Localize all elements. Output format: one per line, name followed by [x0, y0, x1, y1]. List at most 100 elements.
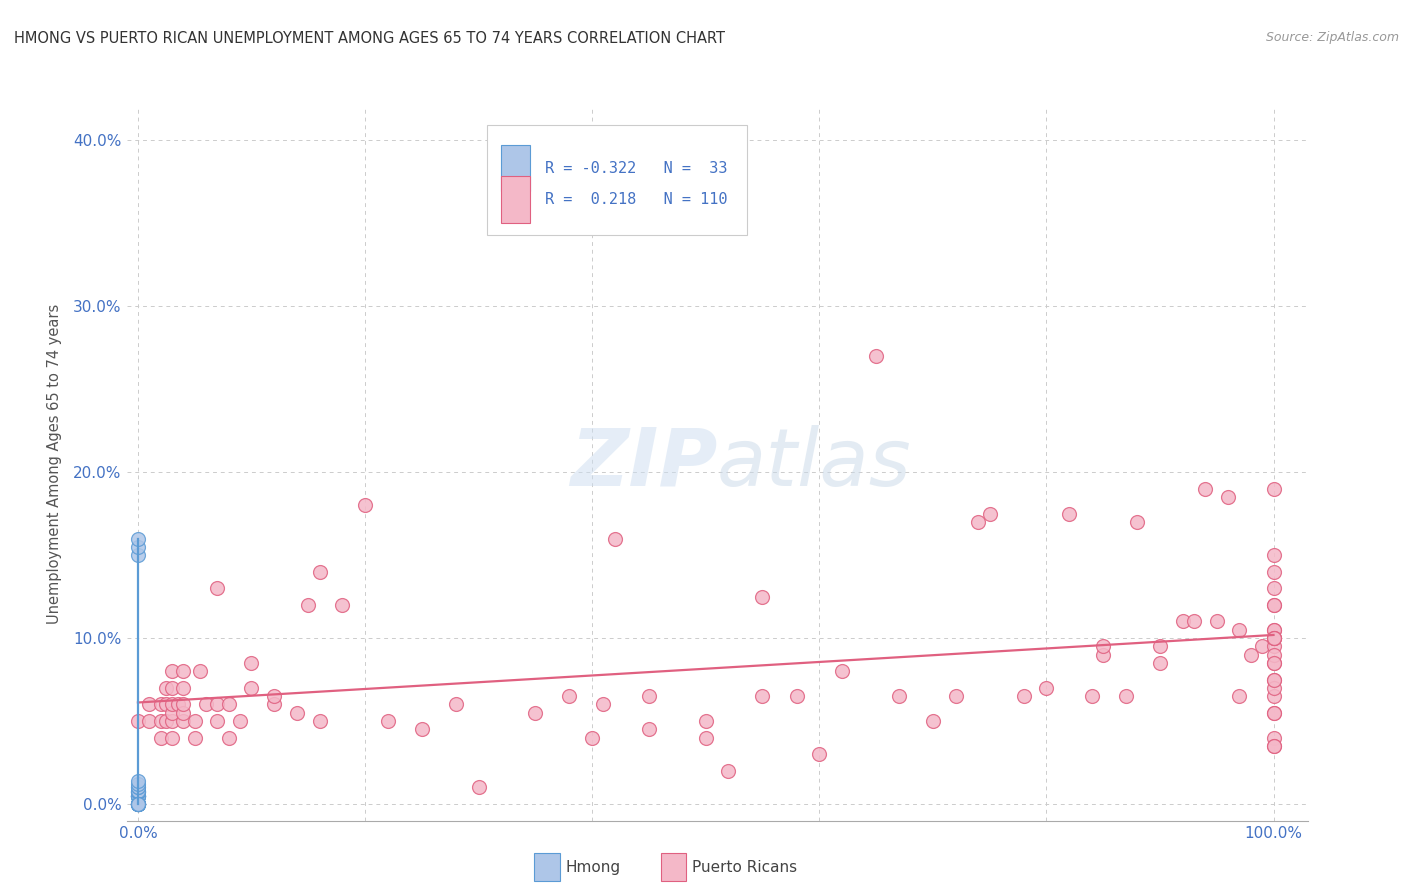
Point	[127, 797, 149, 811]
Point	[1194, 482, 1216, 496]
Point	[592, 698, 614, 712]
Point	[127, 797, 149, 811]
Point	[308, 714, 330, 728]
Point	[1081, 689, 1104, 703]
Point	[524, 706, 547, 720]
Point	[1263, 548, 1285, 562]
Point	[127, 789, 149, 803]
Point	[467, 780, 489, 795]
Point	[581, 731, 603, 745]
Point	[207, 698, 229, 712]
Point	[1182, 615, 1205, 629]
FancyBboxPatch shape	[486, 125, 747, 235]
Text: R =  0.218   N = 110: R = 0.218 N = 110	[544, 192, 727, 207]
Point	[218, 731, 240, 745]
Point	[160, 731, 183, 745]
Point	[865, 349, 887, 363]
Point	[921, 714, 943, 728]
Point	[638, 723, 661, 737]
Point	[1263, 640, 1285, 654]
Point	[160, 714, 183, 728]
Point	[1263, 565, 1285, 579]
Point	[138, 714, 160, 728]
Point	[717, 764, 740, 778]
Point	[155, 681, 177, 695]
Point	[377, 714, 399, 728]
Point	[411, 723, 433, 737]
Point	[1205, 615, 1227, 629]
Point	[127, 797, 149, 811]
Point	[127, 780, 149, 795]
Point	[263, 689, 285, 703]
Point	[127, 797, 149, 811]
Point	[172, 665, 194, 679]
Point	[155, 714, 177, 728]
Point	[127, 797, 149, 811]
Bar	[501, 177, 530, 223]
Point	[127, 797, 149, 811]
Point	[127, 784, 149, 798]
Point	[127, 797, 149, 811]
Point	[127, 532, 149, 546]
Point	[308, 565, 330, 579]
Point	[172, 714, 194, 728]
Point	[1263, 598, 1285, 612]
Point	[127, 785, 149, 799]
Point	[285, 706, 308, 720]
Point	[444, 698, 467, 712]
Point	[127, 548, 149, 562]
Text: Hmong: Hmong	[565, 860, 620, 874]
Point	[127, 797, 149, 811]
Point	[127, 789, 149, 803]
Point	[1263, 739, 1285, 753]
Point	[149, 714, 172, 728]
Point	[751, 590, 773, 604]
Point	[127, 797, 149, 811]
Point	[1126, 515, 1149, 529]
Point	[1012, 689, 1035, 703]
Point	[166, 698, 188, 712]
Point	[240, 656, 263, 670]
Point	[1263, 598, 1285, 612]
Point	[263, 698, 285, 712]
Point	[127, 789, 149, 803]
Point	[127, 789, 149, 803]
Point	[127, 797, 149, 811]
Bar	[501, 145, 530, 191]
Point	[1216, 490, 1239, 504]
Point	[127, 785, 149, 799]
Point	[979, 507, 1001, 521]
Point	[808, 747, 831, 762]
Point	[1092, 648, 1115, 662]
Point	[1263, 482, 1285, 496]
Point	[127, 777, 149, 791]
Point	[160, 706, 183, 720]
Point	[1263, 631, 1285, 645]
Point	[127, 789, 149, 803]
Point	[1263, 689, 1285, 703]
Point	[127, 789, 149, 803]
Point	[638, 689, 661, 703]
Point	[172, 706, 194, 720]
Point	[558, 689, 581, 703]
Point	[183, 714, 205, 728]
Point	[172, 681, 194, 695]
Point	[1171, 615, 1194, 629]
Point	[1263, 706, 1285, 720]
Point	[1263, 656, 1285, 670]
Point	[1263, 673, 1285, 687]
Point	[149, 731, 172, 745]
Text: HMONG VS PUERTO RICAN UNEMPLOYMENT AMONG AGES 65 TO 74 YEARS CORRELATION CHART: HMONG VS PUERTO RICAN UNEMPLOYMENT AMONG…	[14, 31, 725, 46]
Point	[297, 598, 319, 612]
Point	[127, 797, 149, 811]
Point	[1263, 631, 1285, 645]
Point	[127, 797, 149, 811]
Point	[207, 714, 229, 728]
Point	[160, 698, 183, 712]
Point	[1263, 631, 1285, 645]
Point	[1092, 640, 1115, 654]
Point	[127, 789, 149, 803]
Point	[695, 731, 717, 745]
Point	[1035, 681, 1057, 695]
Point	[1149, 656, 1171, 670]
